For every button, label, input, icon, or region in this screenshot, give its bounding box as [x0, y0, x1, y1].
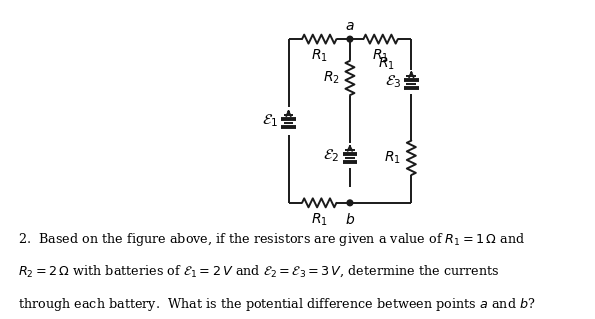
- Text: $b$: $b$: [345, 212, 355, 227]
- Circle shape: [347, 200, 353, 206]
- Text: $R_1$: $R_1$: [384, 150, 401, 166]
- Text: $R_1$: $R_1$: [311, 47, 328, 64]
- Text: $\mathcal{E}_2$: $\mathcal{E}_2$: [324, 147, 340, 164]
- Text: through each battery.  What is the potential difference between points $a$ and $: through each battery. What is the potent…: [18, 296, 536, 313]
- Text: $R_1$: $R_1$: [372, 47, 389, 64]
- Text: $a$: $a$: [345, 19, 355, 33]
- Text: 2.  Based on the figure above, if the resistors are given a value of $R_1 = 1\,\: 2. Based on the figure above, if the res…: [18, 231, 525, 248]
- Text: $R_1$: $R_1$: [378, 56, 395, 72]
- Text: $\mathcal{E}_3$: $\mathcal{E}_3$: [384, 74, 401, 91]
- Text: $R_2$: $R_2$: [323, 70, 340, 86]
- Text: $\mathcal{E}_1$: $\mathcal{E}_1$: [262, 113, 278, 129]
- Text: $R_1$: $R_1$: [311, 212, 328, 228]
- Text: $R_2 = 2\,\Omega$ with batteries of $\mathcal{E}_1 = 2\,V$ and $\mathcal{E}_2 = : $R_2 = 2\,\Omega$ with batteries of $\ma…: [18, 263, 499, 279]
- Circle shape: [347, 36, 353, 42]
